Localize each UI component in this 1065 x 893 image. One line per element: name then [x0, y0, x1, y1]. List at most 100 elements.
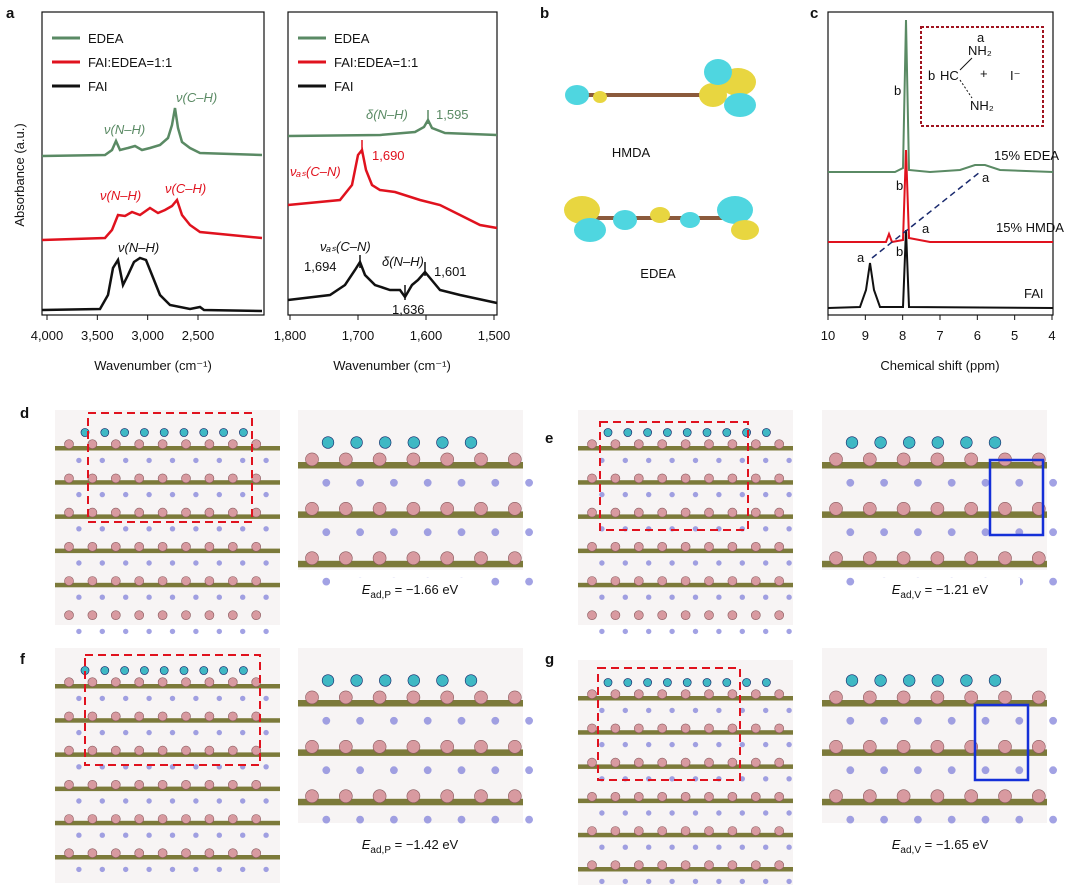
molecule-atom [239, 666, 248, 675]
atom [169, 628, 176, 635]
atom [134, 541, 144, 552]
atom [786, 491, 792, 498]
atom [774, 860, 785, 871]
atom [750, 576, 761, 586]
molecule-atom [845, 436, 859, 449]
atom [947, 528, 956, 537]
atom [204, 814, 215, 824]
lattice-layer [55, 855, 280, 860]
atom [204, 541, 215, 552]
atom [622, 741, 628, 748]
atom [998, 551, 1012, 566]
atom [880, 815, 888, 824]
atom [372, 452, 387, 467]
atom [322, 528, 331, 537]
x-tick-label: 6 [974, 328, 981, 343]
atom [914, 478, 922, 487]
atom [646, 741, 652, 748]
atom [134, 814, 144, 824]
legend-label: FAI [334, 79, 354, 94]
caption-bg [330, 578, 490, 602]
atom [680, 576, 691, 586]
atom [657, 610, 668, 621]
atom [599, 628, 605, 635]
atom [704, 757, 714, 768]
atom [692, 628, 699, 635]
atom [622, 878, 628, 885]
atom [739, 844, 745, 850]
atom [633, 576, 644, 586]
atom [240, 866, 246, 873]
atom [87, 507, 98, 518]
structure-label: I⁻ [1010, 68, 1020, 83]
atom [228, 711, 238, 722]
atom [914, 766, 922, 775]
atom [263, 526, 269, 532]
atom [657, 439, 668, 450]
atom [669, 491, 675, 498]
atom [680, 723, 691, 734]
atom [587, 757, 597, 768]
atom [123, 832, 129, 838]
atom [322, 577, 331, 586]
lobe [613, 210, 637, 230]
atom [1049, 815, 1057, 824]
atom [181, 814, 191, 824]
atom [646, 491, 652, 498]
atom [774, 507, 785, 518]
atom [669, 741, 675, 748]
atom [1032, 551, 1046, 566]
inset-box [920, 26, 1044, 127]
molecule-atom [874, 436, 887, 449]
atom [263, 832, 269, 838]
atom [123, 628, 129, 635]
atom [111, 779, 121, 790]
spectrum [287, 117, 498, 138]
atom [423, 528, 432, 537]
atom [491, 528, 500, 537]
atom [750, 860, 761, 871]
legend-label: EDEA [88, 31, 124, 46]
atom [1049, 528, 1057, 537]
atom [193, 594, 199, 600]
atom [99, 798, 106, 804]
x-tick-label: 1,800 [274, 328, 307, 343]
energy-subscript: ad,V [900, 590, 921, 601]
annotation: νₐₛ(C–N) [320, 239, 371, 254]
atom [525, 528, 533, 537]
atom [99, 866, 106, 873]
atom [87, 677, 98, 688]
atom [356, 478, 364, 487]
atom [474, 739, 488, 754]
atom [193, 832, 199, 838]
atom [930, 452, 945, 467]
atom [111, 473, 121, 484]
atom [322, 716, 331, 725]
atom [157, 576, 168, 586]
atom [204, 779, 215, 790]
atom [228, 610, 238, 621]
atom [981, 815, 990, 824]
atom [64, 848, 74, 859]
atom [914, 815, 922, 824]
lobe [724, 93, 756, 117]
energy-caption: Ead,V = −1.21 eV [892, 582, 989, 601]
lattice-layer [55, 820, 280, 826]
atom [64, 473, 74, 484]
atom [390, 815, 398, 824]
atom [633, 757, 644, 768]
atom [964, 690, 979, 705]
atom [263, 491, 269, 498]
atom [423, 766, 432, 775]
atom [846, 815, 855, 824]
atom [457, 716, 466, 725]
annotation: ν(C–H) [165, 181, 206, 196]
panel-label: f [20, 651, 26, 668]
atom [998, 501, 1012, 516]
molecule-atom [120, 428, 129, 437]
molecule-atom [199, 428, 209, 437]
spectrum [41, 197, 263, 242]
atom [829, 739, 843, 754]
atom [981, 716, 990, 725]
atom [750, 757, 761, 768]
